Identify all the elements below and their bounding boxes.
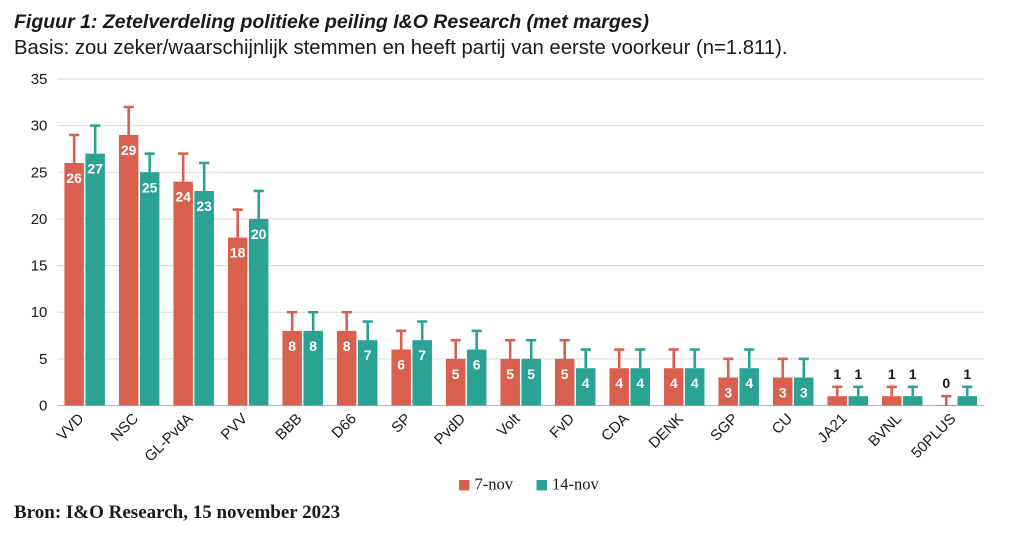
svg-text:5: 5 — [561, 366, 569, 382]
svg-text:4: 4 — [670, 375, 678, 391]
svg-text:14-nov: 14-nov — [552, 475, 599, 494]
svg-text:20: 20 — [251, 226, 267, 242]
svg-text:1: 1 — [833, 366, 841, 382]
svg-text:18: 18 — [230, 245, 246, 261]
svg-text:NSC: NSC — [108, 410, 143, 445]
svg-text:Volt: Volt — [494, 410, 524, 440]
svg-text:20: 20 — [31, 211, 48, 228]
svg-text:SGP: SGP — [707, 410, 741, 444]
svg-text:23: 23 — [196, 198, 212, 214]
svg-text:1: 1 — [909, 366, 917, 382]
svg-text:25: 25 — [31, 164, 48, 181]
svg-text:JA21: JA21 — [814, 410, 850, 446]
svg-text:4: 4 — [582, 375, 590, 391]
svg-text:7: 7 — [418, 347, 426, 363]
svg-text:1: 1 — [888, 366, 896, 382]
svg-text:CDA: CDA — [598, 410, 632, 444]
svg-text:GL-PvdA: GL-PvdA — [141, 410, 196, 465]
svg-text:7-nov: 7-nov — [475, 475, 514, 494]
svg-text:29: 29 — [121, 142, 137, 158]
svg-text:SP: SP — [388, 410, 414, 436]
svg-text:8: 8 — [288, 338, 296, 354]
svg-text:50PLUS: 50PLUS — [908, 410, 960, 462]
svg-text:1: 1 — [963, 366, 971, 382]
svg-text:3: 3 — [779, 385, 787, 401]
svg-text:FvD: FvD — [547, 410, 579, 442]
svg-text:CU: CU — [769, 410, 796, 437]
svg-text:3: 3 — [800, 385, 808, 401]
svg-text:PvdD: PvdD — [431, 410, 469, 448]
svg-text:15: 15 — [31, 258, 48, 275]
svg-text:VVD: VVD — [54, 410, 88, 444]
svg-text:6: 6 — [473, 357, 481, 373]
svg-text:0: 0 — [39, 398, 47, 415]
svg-text:30: 30 — [31, 118, 48, 135]
svg-text:5: 5 — [506, 366, 514, 382]
svg-text:5: 5 — [39, 351, 47, 368]
svg-text:7: 7 — [364, 347, 372, 363]
svg-text:24: 24 — [175, 189, 191, 205]
svg-text:5: 5 — [527, 366, 535, 382]
svg-text:PVV: PVV — [218, 410, 251, 443]
svg-text:4: 4 — [745, 375, 753, 391]
svg-text:26: 26 — [66, 170, 82, 186]
svg-text:8: 8 — [343, 338, 351, 354]
svg-text:BBB: BBB — [272, 410, 305, 443]
svg-text:27: 27 — [87, 161, 103, 177]
svg-text:6: 6 — [397, 357, 405, 373]
svg-text:8: 8 — [309, 338, 317, 354]
svg-text:4: 4 — [691, 375, 699, 391]
svg-text:3: 3 — [724, 385, 732, 401]
svg-text:10: 10 — [31, 304, 48, 321]
svg-text:4: 4 — [636, 375, 644, 391]
svg-text:DENK: DENK — [646, 410, 687, 451]
svg-text:0: 0 — [942, 375, 950, 391]
svg-text:25: 25 — [142, 179, 158, 195]
svg-text:1: 1 — [854, 366, 862, 382]
svg-text:35: 35 — [31, 71, 48, 88]
svg-text:D66: D66 — [329, 410, 360, 441]
svg-text:5: 5 — [452, 366, 460, 382]
svg-text:BVNL: BVNL — [865, 410, 905, 450]
svg-text:4: 4 — [615, 375, 623, 391]
